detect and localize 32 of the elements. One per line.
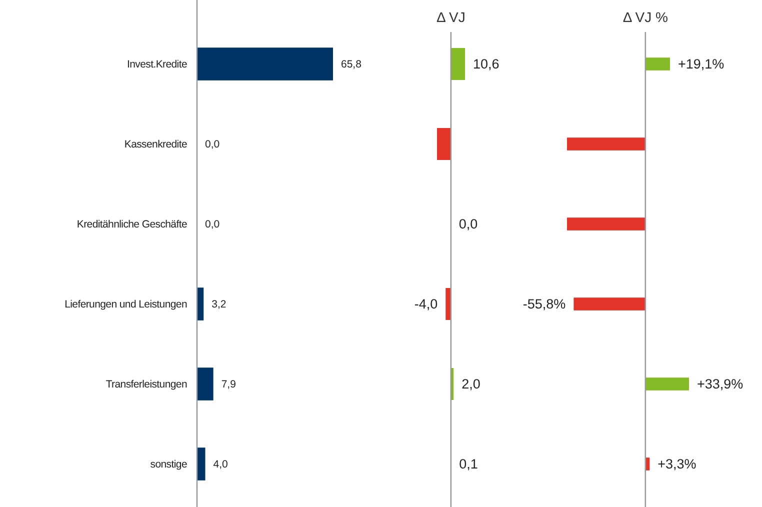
data-label: +19,1%	[678, 56, 724, 72]
data-label: 65,8	[341, 58, 362, 71]
data-label: 3,2	[212, 298, 226, 311]
y-tick-label: Lieferungen und Leistungen	[64, 298, 188, 311]
y-tick-label: Kassenkredite	[124, 138, 188, 151]
bar	[574, 298, 646, 310]
data-label: 0,0	[205, 138, 220, 151]
chart-title: Δ VJ	[436, 9, 466, 25]
y-tick-label: Invest.Kredite	[127, 58, 188, 71]
data-label: 0,0	[205, 218, 220, 231]
bar	[645, 378, 689, 390]
data-label: +3,3%	[658, 456, 696, 472]
bar	[197, 368, 214, 400]
data-label: 4,0	[213, 458, 228, 471]
chart-title: Δ VJ %	[622, 9, 668, 25]
y-tick-label: sonstige	[150, 458, 188, 471]
data-label: -4,0	[414, 296, 438, 312]
data-label: -55,8%	[522, 296, 566, 312]
y-tick-label: Transferleistungen	[106, 378, 188, 391]
bar	[567, 138, 646, 150]
data-label: +33,9%	[697, 376, 744, 392]
bar	[197, 448, 206, 480]
bar	[197, 288, 204, 320]
data-label: 10,6	[473, 56, 500, 72]
data-label: 0,1	[459, 456, 478, 472]
y-tick-label: Kreditähnliche Geschäfte	[76, 218, 188, 231]
data-label: 0,0	[458, 216, 478, 232]
bar	[645, 58, 670, 70]
bar	[197, 48, 333, 80]
bar	[567, 218, 646, 230]
data-label: 2,0	[462, 376, 480, 392]
data-label: 7,9	[221, 378, 236, 391]
